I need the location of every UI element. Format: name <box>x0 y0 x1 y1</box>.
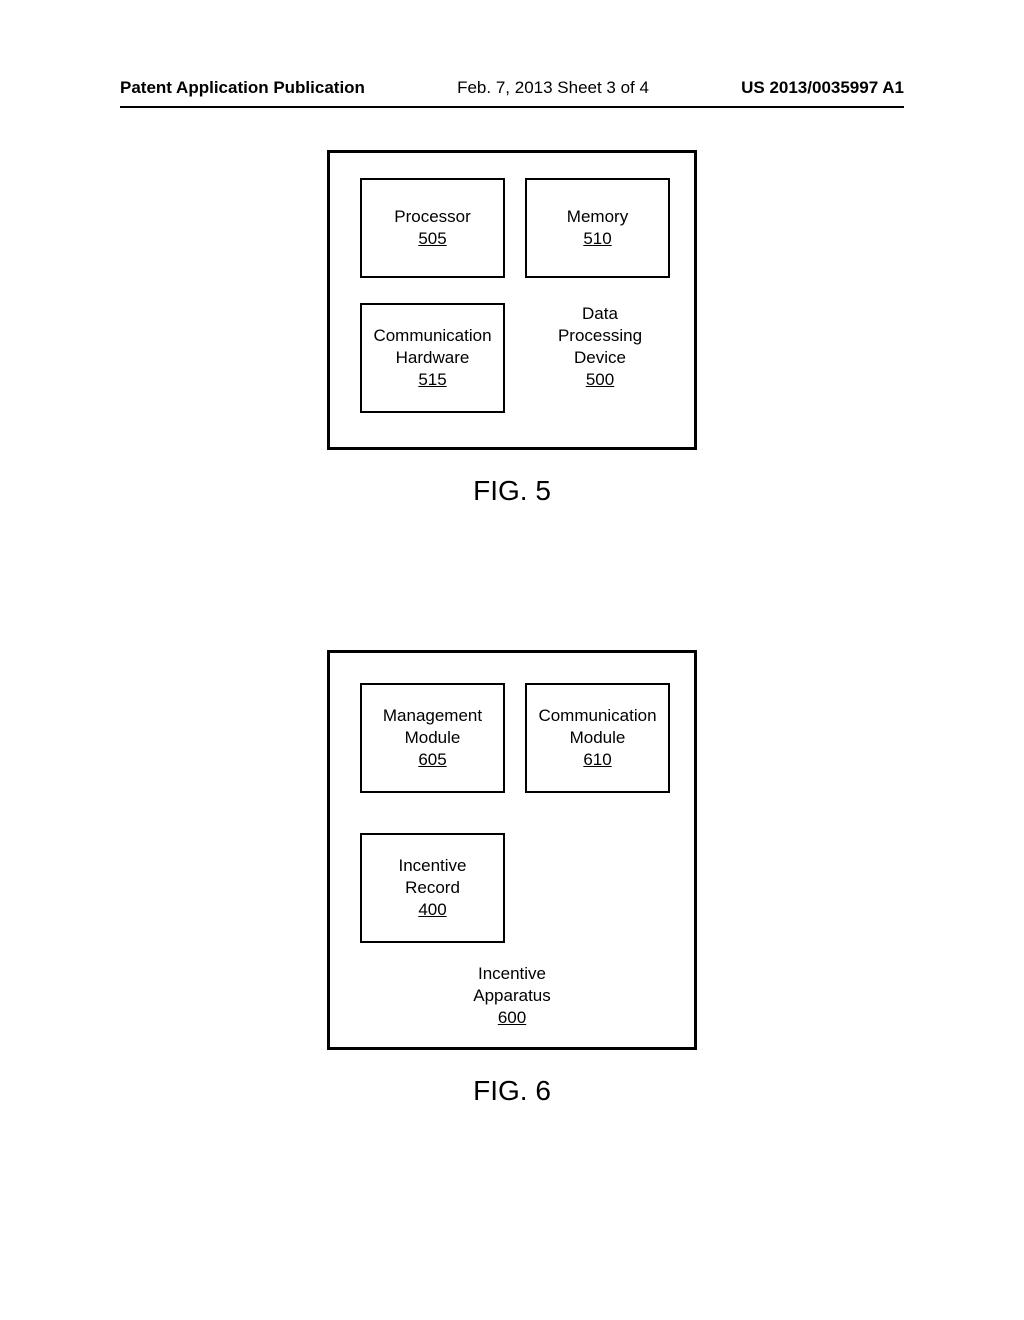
box-mgmt-ref: 605 <box>418 749 446 771</box>
box-comm-hardware-t2: Hardware <box>396 347 470 369</box>
box-comm-hardware-t1: Communication <box>373 325 491 347</box>
box-cmod-ref: 610 <box>583 749 611 771</box>
box-memory-ref: 510 <box>583 228 611 250</box>
box-incentive-record: Incentive Record 400 <box>360 833 505 943</box>
page-header: Patent Application Publication Feb. 7, 2… <box>0 78 1024 108</box>
label-dpd-ref: 500 <box>530 369 670 391</box>
box-inc-t2: Record <box>405 877 460 899</box>
page: Patent Application Publication Feb. 7, 2… <box>0 0 1024 1320</box>
header-rule <box>120 106 904 108</box>
box-cmod-t1: Communication <box>538 705 656 727</box>
header-right: US 2013/0035997 A1 <box>741 78 904 98</box>
header-center: Feb. 7, 2013 Sheet 3 of 4 <box>457 78 649 98</box>
label-incapp-ref: 600 <box>330 1007 694 1029</box>
box-processor-ref: 505 <box>418 228 446 250</box>
label-incapp-t1: Incentive <box>330 963 694 985</box>
box-management-module: Management Module 605 <box>360 683 505 793</box>
box-mgmt-t2: Module <box>405 727 461 749</box>
box-comm-hardware-ref: 515 <box>418 369 446 391</box>
box-communication-module: Communication Module 610 <box>525 683 670 793</box>
box-memory: Memory 510 <box>525 178 670 278</box>
label-dpd-t2: Processing <box>530 325 670 347</box>
box-comm-hardware: Communication Hardware 515 <box>360 303 505 413</box>
header-row: Patent Application Publication Feb. 7, 2… <box>120 78 904 98</box>
box-inc-ref: 400 <box>418 899 446 921</box>
label-dpd-t1: Data <box>530 303 670 325</box>
box-processor: Processor 505 <box>360 178 505 278</box>
figure-5: Processor 505 Memory 510 Communication H… <box>0 150 1024 507</box>
figure-6: Management Module 605 Communication Modu… <box>0 650 1024 1107</box>
header-left: Patent Application Publication <box>120 78 365 98</box>
label-incentive-apparatus: Incentive Apparatus 600 <box>330 963 694 1029</box>
label-data-processing-device: Data Processing Device 500 <box>530 303 670 391</box>
label-dpd-t3: Device <box>530 347 670 369</box>
box-processor-title: Processor <box>394 206 471 228</box>
label-incapp-t2: Apparatus <box>330 985 694 1007</box>
fig6-outer-box: Management Module 605 Communication Modu… <box>327 650 697 1050</box>
box-memory-title: Memory <box>567 206 628 228</box>
box-mgmt-t1: Management <box>383 705 482 727</box>
fig6-caption: FIG. 6 <box>0 1075 1024 1107</box>
box-cmod-t2: Module <box>570 727 626 749</box>
fig5-outer-box: Processor 505 Memory 510 Communication H… <box>327 150 697 450</box>
fig5-caption: FIG. 5 <box>0 475 1024 507</box>
box-inc-t1: Incentive <box>398 855 466 877</box>
